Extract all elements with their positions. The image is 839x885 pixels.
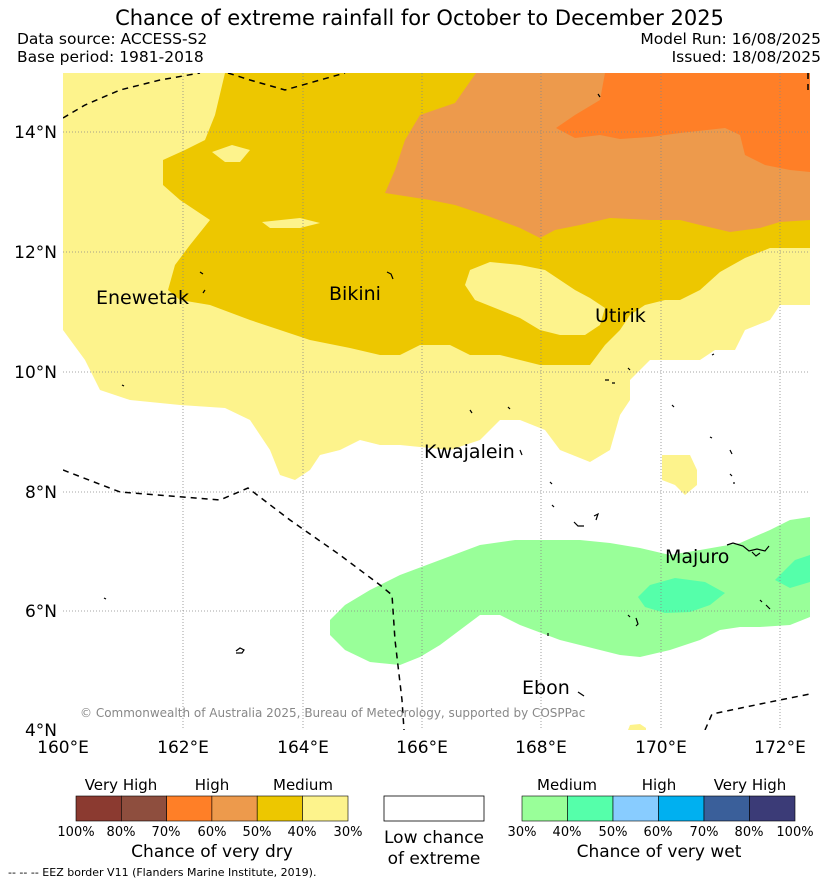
dry-caption: Chance of very dry — [131, 842, 293, 862]
medium-wet-region — [330, 517, 810, 665]
copyright-notice: © Commonwealth of Australia 2025, Bureau… — [80, 706, 585, 720]
wet-swatch-30-40 — [521, 795, 568, 822]
wet-tick: 50% — [599, 825, 628, 840]
low-chance-legend: Low chance of extreme — [383, 795, 485, 869]
wet-swatch-80-100 — [749, 795, 796, 822]
wet-swatch-60-70 — [658, 795, 705, 822]
wet-caption: Chance of very wet — [577, 842, 742, 862]
lon-axis: 160°E 162°E 164°E 166°E 168°E 170°E 172°… — [37, 738, 806, 758]
map-title: Chance of extreme rainfall for October t… — [115, 6, 724, 30]
dry-level-label: Very High — [85, 776, 158, 794]
dry-tick: 60% — [198, 825, 227, 840]
medium-dry-hole — [465, 262, 605, 335]
medium-dry-hole — [212, 145, 250, 162]
place-label-bikini: Bikini — [329, 283, 381, 305]
lat-tick: 8°N — [25, 483, 57, 503]
dry-swatch-50-40 — [256, 795, 303, 822]
place-label-majuro: Majuro — [665, 546, 729, 568]
wet-swatch-50-60 — [612, 795, 659, 822]
place-label-utirik: Utirik — [595, 305, 646, 327]
dry-swatch-70-60 — [166, 795, 213, 822]
base-period: Base period: 1981-2018 — [17, 48, 204, 66]
lon-tick: 172°E — [754, 738, 806, 758]
wet-40-region — [638, 578, 725, 613]
low-chance-caption: of extreme — [388, 849, 481, 869]
low-chance-caption: Low chance — [384, 828, 484, 848]
wet-level-label: Medium — [537, 776, 597, 794]
lat-axis: 14°N 12°N 10°N 8°N 6°N 4°N — [14, 123, 57, 741]
dry-tick: 80% — [107, 825, 136, 840]
dry-tick: 70% — [152, 825, 181, 840]
dry-swatch-60-50 — [211, 795, 258, 822]
lat-tick: 6°N — [25, 602, 57, 622]
map-fill — [63, 73, 810, 730]
lon-tick: 164°E — [277, 738, 329, 758]
medium-dry-small — [628, 724, 646, 730]
lon-tick: 166°E — [396, 738, 448, 758]
wet-level-label: High — [642, 776, 676, 794]
wet-tick: 30% — [508, 825, 537, 840]
medium-dry-hole — [262, 218, 320, 228]
medium-dry-patch — [662, 455, 697, 495]
lon-tick: 170°E — [635, 738, 687, 758]
wet-tick: 40% — [553, 825, 582, 840]
wet-40-region — [775, 555, 810, 588]
dry-tick: 30% — [334, 825, 363, 840]
island-outlines — [103, 93, 771, 697]
lon-tick: 168°E — [515, 738, 567, 758]
low-chance-swatch — [383, 795, 485, 822]
eez-borders — [63, 73, 810, 730]
data-source: Data source: ACCESS-S2 — [17, 30, 208, 48]
wet-swatch-40-50 — [567, 795, 614, 822]
dry-tick: 50% — [243, 825, 272, 840]
wet-level-label: Very High — [714, 776, 787, 794]
place-label-enewetak: Enewetak — [96, 287, 189, 309]
place-label-kwajalein: Kwajalein — [424, 441, 515, 463]
dry-tick: 40% — [288, 825, 317, 840]
wet-tick: 60% — [644, 825, 673, 840]
dry-swatch-40-30 — [302, 795, 349, 822]
dry-swatch-100-80 — [75, 795, 122, 822]
dry-tick: 100% — [57, 825, 94, 840]
wet-swatch-70-80 — [703, 795, 750, 822]
lat-tick: 12°N — [14, 243, 57, 263]
wet-tick: 100% — [776, 825, 813, 840]
wet-colorbar: Medium High Very High 30% 40% 50% 60% 70… — [508, 776, 814, 862]
dry-swatch-80-70 — [121, 795, 167, 822]
lat-tick: 4°N — [25, 721, 57, 741]
issued-date: Issued: 18/08/2025 — [671, 48, 821, 66]
medium-dry-hole — [722, 283, 758, 305]
eez-border-note: -- -- -- EEZ border V11 (Flanders Marine… — [8, 866, 317, 879]
wet-tick: 70% — [690, 825, 719, 840]
dry-70-region — [556, 73, 810, 172]
lat-tick: 14°N — [14, 123, 57, 143]
wet-tick: 80% — [735, 825, 764, 840]
lat-tick: 10°N — [14, 363, 57, 383]
dry-level-label: High — [195, 776, 229, 794]
dry-colorbar: Very High High Medium 100% 80% 70% 60% 5… — [57, 776, 362, 862]
place-label-ebon: Ebon — [522, 677, 570, 699]
model-run: Model Run: 16/08/2025 — [640, 30, 821, 48]
dry-level-label: Medium — [273, 776, 333, 794]
lon-tick: 162°E — [157, 738, 209, 758]
lon-tick: 160°E — [37, 738, 89, 758]
